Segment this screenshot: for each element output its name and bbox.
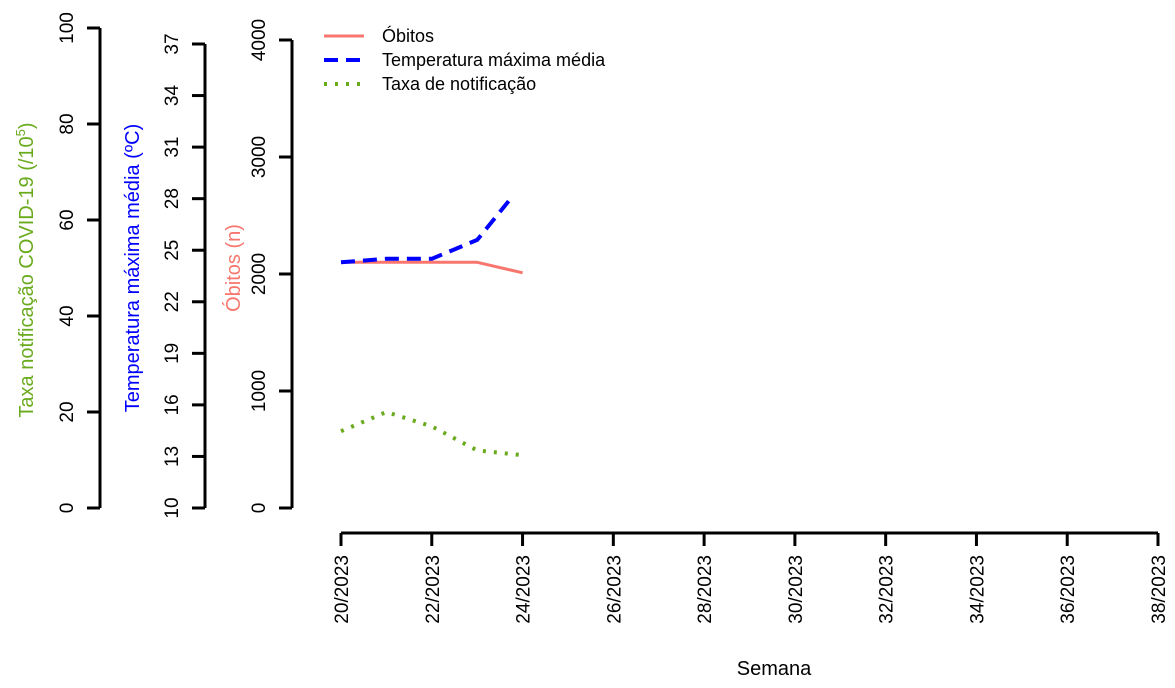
- series-line-obitos: [341, 260, 523, 275]
- obitos-axis-title: Óbitos (n): [222, 224, 245, 312]
- temperatura-tick-label: 25: [162, 240, 183, 261]
- series-line-temperatura: [340, 193, 516, 265]
- x-tick-label: 34/2023: [967, 555, 988, 624]
- temperatura-tick-label: 31: [162, 137, 183, 158]
- axes-layer: 0 20 40 60 80 100 10 13 16 19 22 25 28 31 34 37 0 1000 200…: [57, 12, 1170, 624]
- taxa-axis-title: Taxa notificação COVID-19 (/105): [13, 122, 38, 417]
- legend-label-temperatura: Temperatura máxima média: [382, 50, 606, 70]
- x-tick-label: 36/2023: [1058, 555, 1079, 624]
- legend-label-taxa: Taxa de notificação: [382, 74, 536, 94]
- x-tick-label: 38/2023: [1149, 555, 1170, 624]
- obitos-tick-label: 1000: [249, 370, 270, 412]
- temperatura-tick-label: 19: [162, 343, 183, 364]
- temperatura-tick-label: 34: [162, 85, 183, 107]
- x-tick-label: 20/2023: [332, 555, 353, 624]
- x-tick-label: 28/2023: [695, 555, 716, 624]
- taxa-axis-title-main: Taxa notificação COVID-19 (/10: [16, 136, 38, 417]
- temperatura-tick-label: 10: [162, 497, 183, 518]
- x-tick-label: 24/2023: [514, 555, 535, 624]
- temperatura-tick-label: 28: [162, 188, 183, 209]
- x-tick-label: 26/2023: [604, 555, 625, 624]
- taxa-axis-title-sup: 5: [13, 129, 28, 136]
- series-layer: [340, 193, 523, 458]
- series-line-taxa: [340, 410, 523, 458]
- obitos-tick-label: 4000: [249, 19, 270, 61]
- x-tick-label: 22/2023: [423, 555, 444, 624]
- taxa-tick-label: 60: [57, 209, 78, 230]
- x-tick-label: 30/2023: [786, 555, 807, 624]
- obitos-tick-label: 0: [249, 503, 270, 514]
- temperatura-tick-label: 16: [162, 394, 183, 415]
- x-axis-title: Semana: [737, 658, 812, 680]
- x-tick-label: 32/2023: [877, 555, 898, 624]
- temperatura-tick-label: 13: [162, 446, 183, 467]
- legend-label-obitos: Óbitos: [382, 25, 434, 46]
- taxa-tick-label: 40: [57, 305, 78, 326]
- obitos-tick-label: 2000: [249, 253, 270, 295]
- taxa-tick-label: 0: [57, 503, 78, 514]
- legend: Óbitos Temperatura máxima média Taxa de …: [324, 25, 606, 94]
- taxa-tick-label: 100: [57, 12, 78, 44]
- temperatura-axis-title: Temperatura máxima média (ºC): [122, 124, 144, 413]
- temperatura-tick-label: 37: [162, 33, 183, 54]
- taxa-tick-label: 20: [57, 401, 78, 422]
- obitos-tick-label: 3000: [249, 136, 270, 178]
- temperatura-tick-label: 22: [162, 291, 183, 312]
- taxa-tick-label: 80: [57, 113, 78, 134]
- taxa-axis-title-close: ): [16, 122, 38, 129]
